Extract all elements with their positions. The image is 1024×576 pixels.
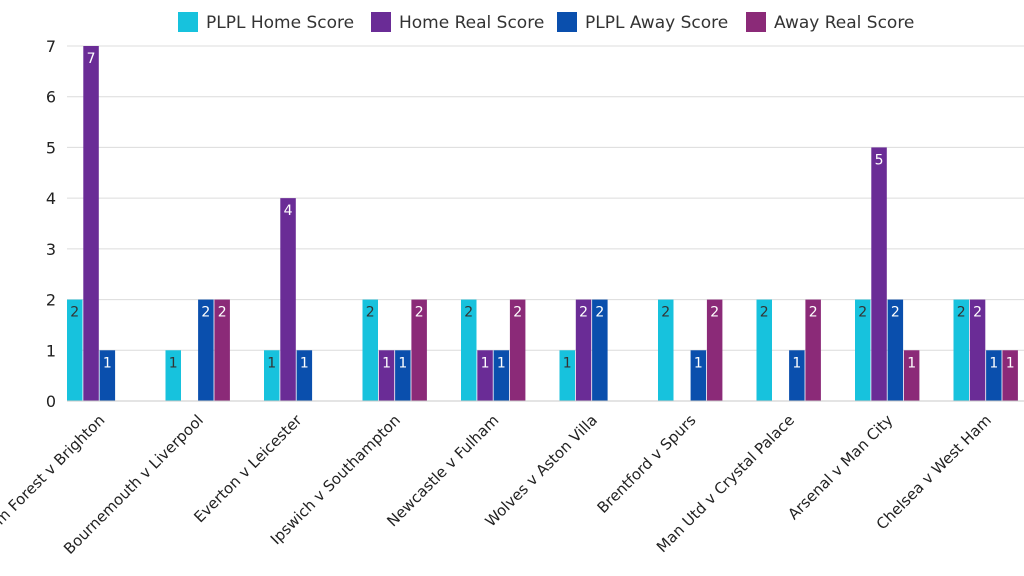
value-label-plpl-home-score-bournemouth-v-liverpool: 1 xyxy=(169,355,178,371)
legend-swatch-away-real-score xyxy=(746,12,766,32)
bar-plpl-home-score-arsenal-v-man-city xyxy=(855,299,871,401)
bar-plpl-home-score-wolves-v-aston-villa xyxy=(559,350,575,401)
value-label-away-real-score-brentford-v-spurs: 2 xyxy=(710,305,719,321)
bar-home-real-score-newcastle-v-fulham xyxy=(477,350,493,401)
legend-label-away-real-score: Away Real Score xyxy=(774,13,914,33)
bar-plpl-away-score-nottingham-forest-v-brighton xyxy=(99,350,116,401)
x-category-label-wolves-v-aston-villa: Wolves v Aston Villa xyxy=(482,411,601,530)
bar-plpl-home-score-nottingham-forest-v-brighton xyxy=(67,299,83,401)
y-tick-label-2: 2 xyxy=(46,291,56,310)
bar-plpl-home-score-newcastle-v-fulham xyxy=(461,299,477,401)
y-tick-label-6: 6 xyxy=(46,88,56,107)
bar-away-real-score-arsenal-v-man-city xyxy=(903,350,920,401)
y-tick-label-7: 7 xyxy=(46,37,56,56)
value-label-plpl-home-score-arsenal-v-man-city: 2 xyxy=(858,305,867,321)
bar-away-real-score-man-utd-v-crystal-palace xyxy=(805,299,821,401)
y-tick-label-4: 4 xyxy=(46,189,56,208)
bar-home-real-score-arsenal-v-man-city xyxy=(871,147,887,401)
value-label-plpl-home-score-newcastle-v-fulham: 2 xyxy=(464,305,473,321)
value-label-plpl-home-score-everton-v-leicester: 1 xyxy=(267,355,276,371)
value-label-home-real-score-wolves-v-aston-villa: 2 xyxy=(579,305,588,321)
x-category-label-arsenal-v-man-city: Arsenal v Man City xyxy=(784,411,896,523)
legend-label-plpl-home-score: PLPL Home Score xyxy=(206,13,354,33)
legend-label-home-real-score: Home Real Score xyxy=(399,13,544,33)
value-label-plpl-away-score-wolves-v-aston-villa: 2 xyxy=(595,305,604,321)
value-label-plpl-home-score-chelsea-v-west-ham: 2 xyxy=(957,305,966,321)
value-label-plpl-away-score-chelsea-v-west-ham: 1 xyxy=(989,355,998,371)
bar-plpl-home-score-brentford-v-spurs xyxy=(658,299,674,401)
x-axis-category-labels: Nottingham Forest v BrightonBournemouth … xyxy=(0,411,995,576)
value-label-plpl-away-score-everton-v-leicester: 1 xyxy=(300,355,309,371)
value-label-plpl-home-score-ipswich-v-southampton: 2 xyxy=(366,305,375,321)
value-label-plpl-away-score-ipswich-v-southampton: 1 xyxy=(398,355,407,371)
bar-away-real-score-chelsea-v-west-ham xyxy=(1002,350,1018,401)
bar-plpl-away-score-wolves-v-aston-villa xyxy=(592,299,608,401)
y-tick-label-3: 3 xyxy=(46,240,56,259)
value-label-plpl-away-score-arsenal-v-man-city: 2 xyxy=(891,305,900,321)
bar-plpl-away-score-ipswich-v-southampton xyxy=(395,350,411,401)
bar-plpl-home-score-bournemouth-v-liverpool xyxy=(165,350,181,401)
value-label-plpl-home-score-man-utd-v-crystal-palace: 2 xyxy=(760,305,769,321)
value-label-home-real-score-nottingham-forest-v-brighton: 7 xyxy=(87,51,96,67)
value-label-plpl-away-score-man-utd-v-crystal-palace: 1 xyxy=(792,355,801,371)
bar-away-real-score-brentford-v-spurs xyxy=(706,299,723,401)
value-label-plpl-away-score-newcastle-v-fulham: 1 xyxy=(497,355,506,371)
value-label-plpl-away-score-brentford-v-spurs: 1 xyxy=(694,355,703,371)
bar-plpl-away-score-everton-v-leicester xyxy=(296,350,313,401)
bar-plpl-away-score-bournemouth-v-liverpool xyxy=(198,299,214,401)
bars xyxy=(67,46,1018,401)
value-label-plpl-home-score-wolves-v-aston-villa: 1 xyxy=(563,355,572,371)
value-label-plpl-home-score-nottingham-forest-v-brighton: 2 xyxy=(70,305,79,321)
y-tick-label-1: 1 xyxy=(46,341,56,360)
value-label-home-real-score-arsenal-v-man-city: 5 xyxy=(875,152,884,168)
bar-plpl-home-score-everton-v-leicester xyxy=(264,350,280,401)
value-label-plpl-away-score-bournemouth-v-liverpool: 2 xyxy=(201,305,210,321)
bar-home-real-score-chelsea-v-west-ham xyxy=(969,299,986,401)
legend-swatch-plpl-away-score xyxy=(557,12,577,32)
bar-away-real-score-newcastle-v-fulham xyxy=(509,299,526,401)
value-label-away-real-score-arsenal-v-man-city: 1 xyxy=(907,355,916,371)
bar-plpl-home-score-ipswich-v-southampton xyxy=(362,299,378,401)
value-label-away-real-score-newcastle-v-fulham: 2 xyxy=(513,305,522,321)
bar-home-real-score-everton-v-leicester xyxy=(280,198,296,401)
bar-home-real-score-wolves-v-aston-villa xyxy=(575,299,592,401)
legend-label-plpl-away-score: PLPL Away Score xyxy=(585,13,728,33)
value-label-away-real-score-bournemouth-v-liverpool: 2 xyxy=(218,305,227,321)
value-label-home-real-score-everton-v-leicester: 4 xyxy=(284,203,293,219)
x-category-label-chelsea-v-west-ham: Chelsea v West Ham xyxy=(873,411,995,533)
bar-away-real-score-ipswich-v-southampton xyxy=(411,299,427,401)
x-category-label-newcastle-v-fulham: Newcastle v Fulham xyxy=(383,411,502,530)
value-label-plpl-home-score-brentford-v-spurs: 2 xyxy=(661,305,670,321)
bar-plpl-away-score-arsenal-v-man-city xyxy=(887,299,904,401)
value-label-plpl-away-score-nottingham-forest-v-brighton: 1 xyxy=(103,355,112,371)
bar-plpl-away-score-chelsea-v-west-ham xyxy=(986,350,1002,401)
bar-plpl-away-score-man-utd-v-crystal-palace xyxy=(789,350,805,401)
bar-plpl-home-score-man-utd-v-crystal-palace xyxy=(756,299,772,401)
bar-plpl-away-score-newcastle-v-fulham xyxy=(493,350,510,401)
bar-plpl-away-score-brentford-v-spurs xyxy=(690,350,707,401)
y-axis-ticks: 0 1 2 3 4 5 6 7 xyxy=(46,37,56,411)
x-category-label-nottingham-forest-v-brighton: Nottingham Forest v Brighton xyxy=(0,411,108,576)
value-label-home-real-score-newcastle-v-fulham: 1 xyxy=(481,355,490,371)
value-label-home-real-score-ipswich-v-southampton: 1 xyxy=(382,355,391,371)
value-label-away-real-score-man-utd-v-crystal-palace: 2 xyxy=(809,305,818,321)
bar-plpl-home-score-chelsea-v-west-ham xyxy=(953,299,969,401)
value-label-home-real-score-chelsea-v-west-ham: 2 xyxy=(973,305,982,321)
legend: PLPL Home Score Home Real Score PLPL Away … xyxy=(178,12,914,33)
legend-swatch-home-real-score xyxy=(371,12,391,32)
bar-home-real-score-nottingham-forest-v-brighton xyxy=(83,46,99,401)
y-tick-label-0: 0 xyxy=(46,392,56,411)
legend-swatch-plpl-home-score xyxy=(178,12,198,32)
bar-home-real-score-ipswich-v-southampton xyxy=(378,350,395,401)
bar-away-real-score-bournemouth-v-liverpool xyxy=(214,299,230,401)
value-label-away-real-score-chelsea-v-west-ham: 1 xyxy=(1006,355,1015,371)
value-label-away-real-score-ipswich-v-southampton: 2 xyxy=(415,305,424,321)
x-category-label-brentford-v-spurs: Brentford v Spurs xyxy=(594,411,700,517)
x-category-label-everton-v-leicester: Everton v Leicester xyxy=(190,411,306,527)
y-tick-label-5: 5 xyxy=(46,138,56,157)
